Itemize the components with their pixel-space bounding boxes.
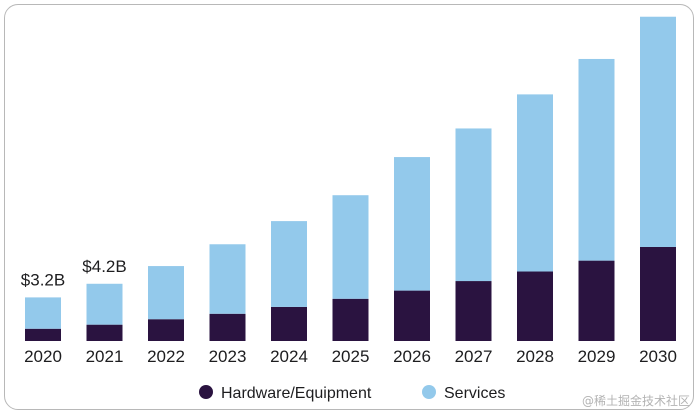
bar-services-2020 [25, 297, 61, 329]
legend-label-hardware: Hardware/Equipment [221, 385, 372, 402]
bar-services-2030 [640, 16, 676, 247]
bar-layer [25, 16, 676, 341]
x-tick-label-2024: 2024 [270, 347, 308, 366]
bar-services-2022 [148, 266, 184, 320]
x-tick-label-2030: 2030 [639, 347, 677, 366]
legend-label-services: Services [444, 385, 505, 402]
legend-swatch-services [422, 385, 436, 399]
x-tick-label-2026: 2026 [393, 347, 431, 366]
bar-hardware-2020 [25, 328, 61, 341]
x-axis-tick-layer: 2020 2021 2022 2023 2024 2025 2026 2027 2028 2029… [24, 347, 677, 366]
bar-hardware-2022 [148, 319, 184, 341]
x-tick-label-2025: 2025 [332, 347, 370, 366]
bar-services-2027 [455, 128, 492, 282]
bar-hardware-2025 [332, 298, 369, 341]
legend-swatch-hardware [199, 385, 213, 399]
bar-hardware-2030 [640, 246, 676, 341]
data-label-2020: $3.2B [21, 270, 65, 289]
x-tick-label-2027: 2027 [455, 347, 493, 366]
bar-services-2021 [86, 283, 123, 325]
bar-hardware-2029 [578, 260, 615, 341]
watermark-text: @稀土掘金技术社区 [581, 394, 690, 408]
x-tick-label-2023: 2023 [209, 347, 247, 366]
bar-services-2024 [271, 221, 307, 307]
x-tick-label-2021: 2021 [86, 347, 124, 366]
x-tick-label-2029: 2029 [578, 347, 616, 366]
x-tick-label-2020: 2020 [24, 347, 62, 366]
bar-hardware-2028 [517, 271, 553, 341]
bar-services-2023 [209, 244, 246, 314]
legend: Hardware/Equipment Services [199, 385, 505, 402]
bar-hardware-2023 [209, 313, 246, 341]
bar-services-2026 [394, 157, 430, 291]
bar-services-2025 [332, 195, 369, 299]
bar-hardware-2027 [455, 281, 492, 341]
x-tick-label-2022: 2022 [147, 347, 185, 366]
bar-hardware-2026 [394, 290, 430, 341]
bar-services-2028 [517, 94, 553, 272]
bar-hardware-2024 [271, 306, 307, 341]
x-tick-label-2028: 2028 [516, 347, 554, 366]
data-label-layer: $3.2B $4.2B [21, 257, 127, 290]
data-label-2021: $4.2B [82, 257, 126, 276]
bar-services-2029 [578, 58, 615, 261]
bar-hardware-2021 [86, 324, 123, 341]
